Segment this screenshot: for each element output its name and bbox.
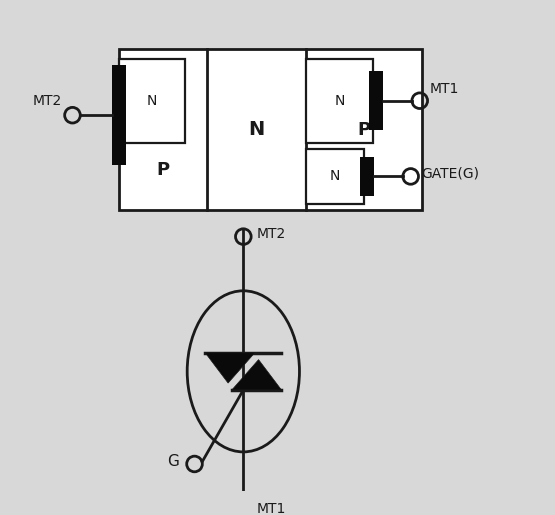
Text: N: N: [147, 94, 157, 108]
Bar: [369, 72, 382, 130]
Polygon shape: [205, 353, 255, 383]
Text: MT1: MT1: [257, 502, 286, 515]
Bar: [119, 49, 421, 210]
Text: P: P: [156, 161, 169, 179]
Bar: [119, 59, 185, 143]
Text: G: G: [168, 454, 179, 469]
Text: N: N: [335, 94, 345, 108]
Text: MT2: MT2: [257, 227, 286, 241]
Bar: [360, 157, 374, 196]
Text: GATE(G): GATE(G): [421, 167, 479, 181]
Bar: [306, 149, 364, 204]
Text: MT1: MT1: [430, 82, 460, 96]
Polygon shape: [232, 359, 281, 390]
Bar: [306, 59, 373, 143]
Text: N: N: [249, 120, 265, 139]
Text: N: N: [330, 169, 340, 183]
Text: MT2: MT2: [33, 94, 62, 108]
Text: P: P: [357, 121, 371, 139]
Bar: [112, 65, 125, 165]
